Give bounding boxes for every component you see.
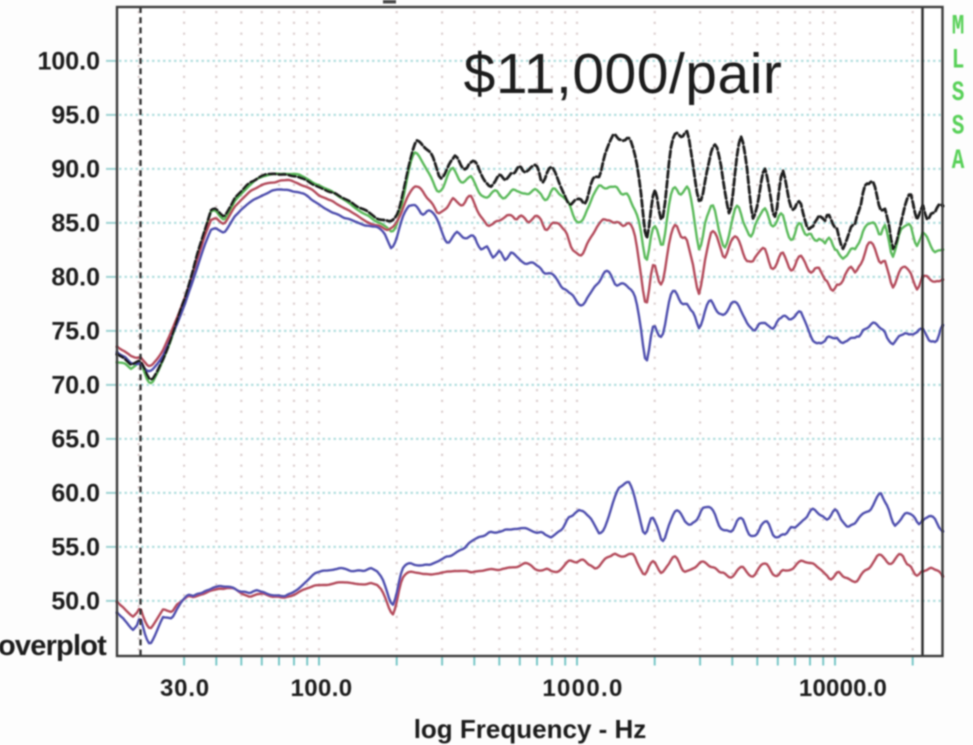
svg-text:log Frequency - Hz: log Frequency - Hz xyxy=(414,714,647,744)
svg-text:80.0: 80.0 xyxy=(51,264,100,292)
svg-text:70.0: 70.0 xyxy=(51,372,100,400)
svg-text:60.0: 60.0 xyxy=(51,480,100,508)
svg-text:85.0: 85.0 xyxy=(51,210,100,238)
svg-text:75.0: 75.0 xyxy=(51,318,100,346)
svg-text:M: M xyxy=(952,11,965,43)
svg-text:10000.0: 10000.0 xyxy=(799,675,887,702)
svg-text:1000.0: 1000.0 xyxy=(542,675,623,702)
svg-text:$11,000/pair: $11,000/pair xyxy=(464,42,783,106)
svg-text:overplot: overplot xyxy=(0,630,107,662)
svg-text:A: A xyxy=(952,145,965,177)
svg-text:100.0: 100.0 xyxy=(37,48,100,76)
svg-text:100.0: 100.0 xyxy=(290,675,352,702)
svg-text:50.0: 50.0 xyxy=(51,588,100,616)
svg-text:95.0: 95.0 xyxy=(51,102,100,130)
svg-text:65.0: 65.0 xyxy=(51,426,100,454)
svg-text:L: L xyxy=(952,45,965,77)
svg-text:90.0: 90.0 xyxy=(51,156,100,184)
svg-text:S: S xyxy=(952,77,965,109)
svg-text:55.0: 55.0 xyxy=(51,534,100,562)
svg-text:S: S xyxy=(952,111,965,143)
svg-text:30.0: 30.0 xyxy=(160,675,210,702)
